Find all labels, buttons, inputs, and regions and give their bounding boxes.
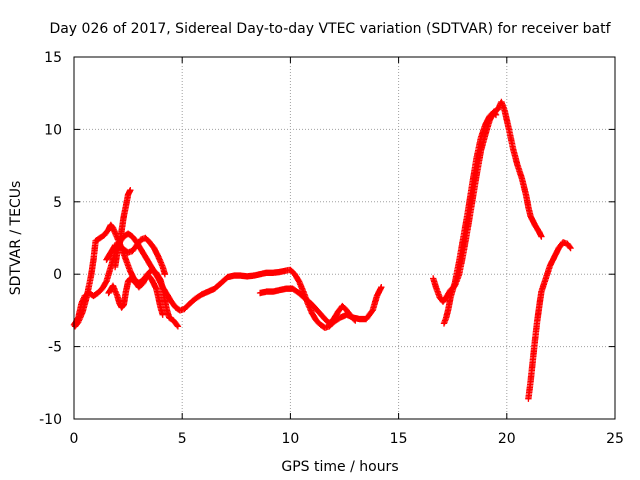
plot-frame [73,56,616,420]
marker-path-trace-d [105,271,166,318]
series-trace-i [525,239,574,402]
y-tick-label: 10 [44,122,62,138]
data-points [70,98,574,402]
marker-path-trace-f [256,285,359,327]
x-tick-label: 0 [70,431,79,447]
y-axis-label: SDTVAR / TECUs [8,181,24,296]
marker-path-trace-e [111,187,134,271]
marker-path-trace-i [525,239,574,402]
y-tick-label: 0 [53,267,62,283]
y-tick-label: -5 [48,340,62,356]
chart-title: Day 026 of 2017, Sidereal Day-to-day VTE… [49,21,611,37]
x-axis-label: GPS time / hours [281,459,398,475]
y-tick-label: 5 [53,195,62,211]
x-tick-label: 25 [606,431,624,447]
x-tick-label: 15 [390,431,408,447]
axis-ticks: 0 5 10 15 20 25 -10 -5 0 5 10 15 [39,50,624,447]
y-tick-label: -10 [39,412,62,428]
series-trace-f [256,285,359,327]
series-trace-e [111,187,134,271]
series-trace-h [440,108,500,327]
marker-path-trace-h [440,108,500,327]
x-tick-label: 5 [178,431,187,447]
series-trace-d [105,271,166,318]
x-tick-label: 20 [498,431,516,447]
x-tick-label: 10 [281,431,299,447]
y-tick-label: 15 [44,50,62,66]
